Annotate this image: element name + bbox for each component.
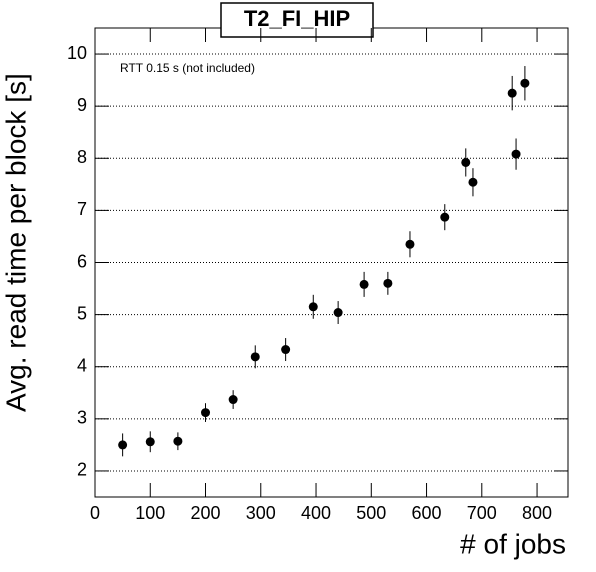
x-tick-label: 700 [467, 503, 497, 523]
x-tick-label: 800 [522, 503, 552, 523]
data-point [359, 279, 369, 289]
x-tick-label: 600 [412, 503, 442, 523]
y-tick-label: 6 [77, 251, 87, 271]
x-tick-label: 400 [301, 503, 331, 523]
y-tick-label: 2 [77, 460, 87, 480]
y-axis-label: Avg. read time per block [s] [0, 73, 31, 412]
y-tick-label: 8 [77, 147, 87, 167]
data-point [228, 395, 238, 405]
x-tick-label: 100 [135, 503, 165, 523]
y-tick-label: 3 [77, 408, 87, 428]
data-point [118, 440, 128, 450]
data-point [511, 149, 521, 159]
data-point [520, 78, 530, 88]
chart-title: T2_FI_HIP [244, 6, 350, 31]
x-tick-label: 500 [356, 503, 386, 523]
title-box [220, 2, 374, 38]
data-point [173, 436, 183, 446]
data-point [468, 177, 478, 187]
data-point [250, 352, 260, 362]
annotation: RTT 0.15 s (not included) [120, 61, 255, 75]
data-point [440, 212, 450, 222]
x-axis-label: # of jobs [460, 528, 566, 559]
data-point [383, 278, 393, 288]
y-tick-label: 5 [77, 303, 87, 323]
y-tick-label: 4 [77, 355, 87, 375]
y-tick-label: 7 [77, 199, 87, 219]
x-tick-label: 300 [246, 503, 276, 523]
y-tick-label: 10 [67, 43, 87, 63]
data-point [333, 308, 343, 318]
data-point [507, 88, 517, 98]
x-tick-label: 200 [190, 503, 220, 523]
y-tick-label: 9 [77, 95, 87, 115]
data-point [145, 437, 155, 447]
data-point [405, 239, 415, 249]
data-point [281, 345, 291, 355]
data-point [201, 408, 211, 418]
x-tick-label: 0 [90, 503, 100, 523]
data-point [461, 157, 471, 167]
data-point [308, 302, 318, 312]
